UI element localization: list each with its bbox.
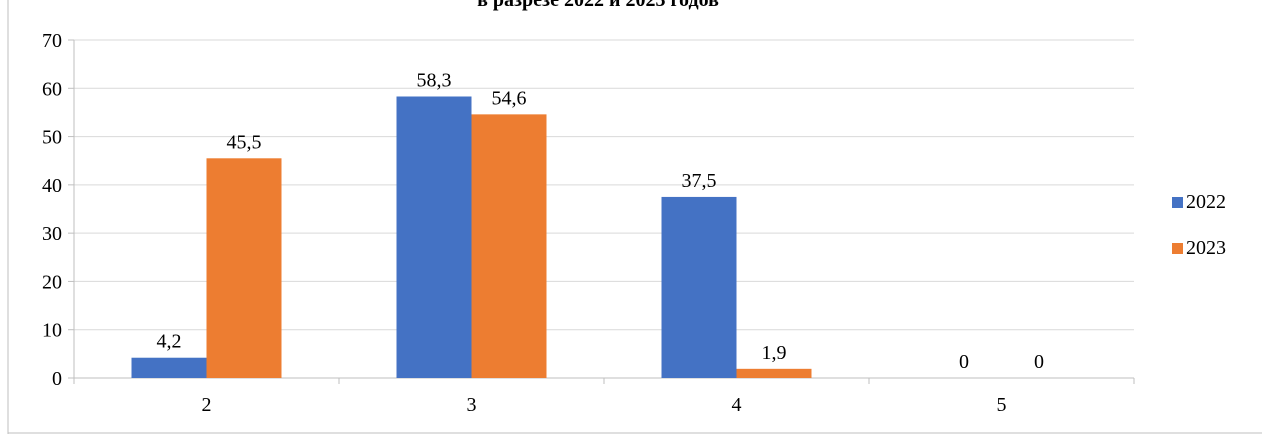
data-label-2022-4: 37,5 (682, 170, 717, 192)
data-label-2023-2: 45,5 (227, 131, 262, 153)
legend-label-2023: 2023 (1186, 237, 1226, 259)
y-tick-label: 20 (42, 271, 62, 293)
bar-2023-4 (736, 368, 812, 378)
legend-label-2022: 2022 (1186, 191, 1226, 213)
legend-swatch-2022 (1172, 197, 1183, 208)
x-tick-label: 3 (467, 394, 477, 416)
y-tick-label: 60 (42, 78, 62, 100)
y-tick-label: 40 (42, 175, 62, 197)
bar-2022-3 (396, 96, 472, 378)
data-label-2023-3: 54,6 (492, 87, 527, 109)
data-label-2022-2: 4,2 (157, 331, 182, 353)
bars (131, 96, 812, 379)
x-tick-label: 5 (997, 394, 1007, 416)
bar-2022-2 (131, 357, 207, 378)
data-label-2023-5: 0 (1034, 351, 1044, 373)
y-tick-label: 50 (42, 127, 62, 149)
data-labels: 4,2 58,3 37,5 0 45,5 54,6 1,9 0 (157, 69, 1045, 373)
y-tick-label: 70 (42, 30, 62, 52)
data-label-2022-3: 58,3 (417, 69, 452, 91)
data-label-2022-5: 0 (959, 351, 969, 373)
data-label-2023-4: 1,9 (762, 342, 787, 364)
bar-2022-4 (661, 196, 737, 378)
y-tick-label: 0 (52, 368, 62, 390)
x-tick-label: 4 (732, 394, 742, 416)
x-tick-label: 2 (202, 394, 212, 416)
bar-2023-3 (471, 114, 547, 379)
legend-swatch-2023 (1172, 243, 1183, 254)
chart-title: в разрезе 2022 и 2023 годов (477, 0, 719, 11)
legend: 2022 2023 (1172, 191, 1226, 259)
y-tick-label: 10 (42, 320, 62, 342)
bar-2023-2 (206, 158, 282, 378)
y-tick-label: 30 (42, 223, 62, 245)
